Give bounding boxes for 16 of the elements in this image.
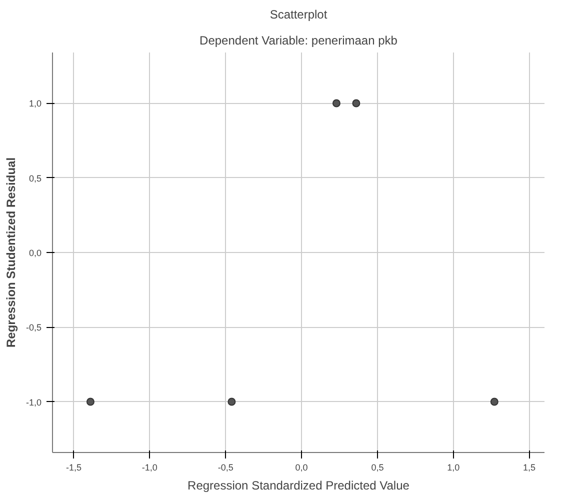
x-axis-title: Regression Standardized Predicted Value <box>188 478 410 492</box>
y-tick-label: -1,0 <box>26 397 42 408</box>
chart-subtitle: Dependent Variable: penerimaan pkb <box>200 34 398 48</box>
x-tick-label: 0,0 <box>295 462 308 472</box>
x-tick-label: -0,5 <box>218 462 234 472</box>
x-tick-label: -1,0 <box>142 462 158 472</box>
y-axis-title: Regression Studentized Residual <box>4 157 18 348</box>
x-tick-label: 1,5 <box>523 462 536 472</box>
x-tick-label: 0,5 <box>371 462 384 472</box>
chart-title: Scatterplot <box>270 8 328 22</box>
y-tick-label: 1,0 <box>28 98 42 109</box>
y-tick-label: 0,5 <box>28 173 42 184</box>
x-tick-label: -1,5 <box>66 462 82 472</box>
x-tick-label: 1,0 <box>447 462 460 472</box>
y-tick-label: 0,0 <box>28 248 42 258</box>
y-tick-label: -0,5 <box>26 322 42 333</box>
